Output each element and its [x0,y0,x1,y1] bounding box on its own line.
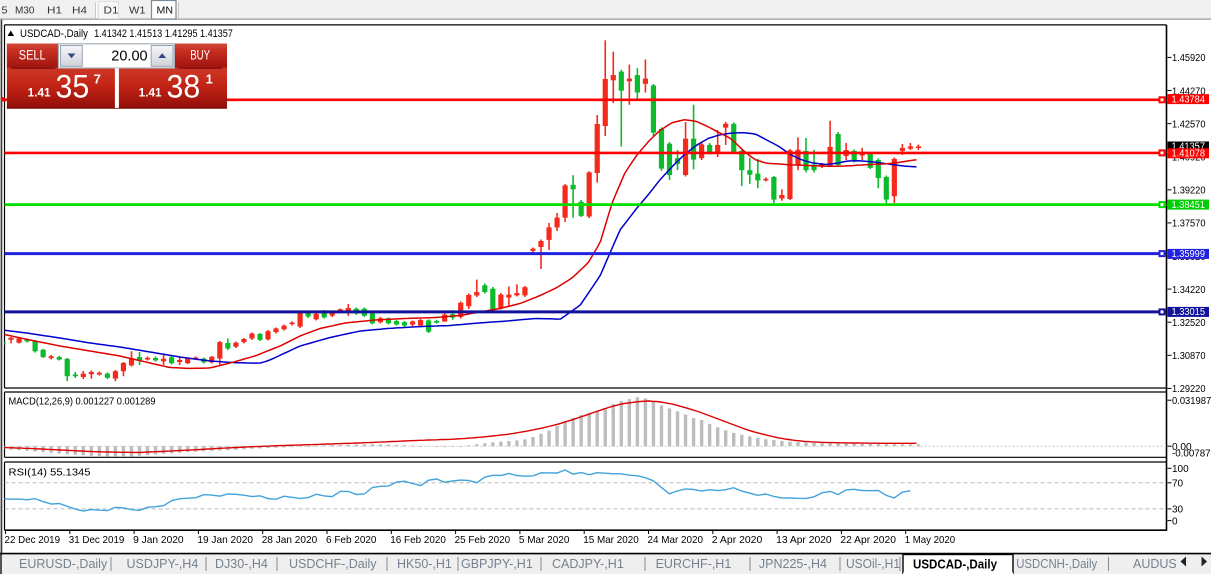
svg-text:6 Feb 2020: 6 Feb 2020 [326,534,377,546]
svg-text:M30: M30 [15,5,35,17]
svg-text:7: 7 [94,72,101,87]
svg-text:1.29220: 1.29220 [1172,384,1206,395]
svg-text:0: 0 [1172,516,1178,527]
svg-text:22 Dec 2019: 22 Dec 2019 [5,534,61,546]
svg-text:1.34220: 1.34220 [1172,285,1206,296]
svg-text:GBPJPY-,H1: GBPJPY-,H1 [461,557,533,571]
svg-text:1.41: 1.41 [139,88,162,100]
svg-text:30: 30 [1172,505,1184,516]
svg-text:5: 5 [2,5,8,17]
svg-text:EURCHF-,H1: EURCHF-,H1 [656,557,732,571]
svg-text:JPN225-,H4: JPN225-,H4 [759,557,827,571]
svg-text:16 Feb 2020: 16 Feb 2020 [390,534,446,546]
svg-text:1: 1 [206,72,213,87]
svg-text:1.39220: 1.39220 [1172,186,1206,197]
svg-text:1.45920: 1.45920 [1172,53,1206,64]
svg-text:AUDUS: AUDUS [1133,557,1177,571]
svg-text:USDCHF-,Daily: USDCHF-,Daily [289,557,377,571]
svg-text:EURUSD-,Daily: EURUSD-,Daily [19,557,108,571]
svg-text:9 Jan 2020: 9 Jan 2020 [133,534,184,546]
svg-text:0.031987: 0.031987 [1172,396,1211,407]
svg-text:15 Mar 2020: 15 Mar 2020 [583,534,639,546]
svg-text:1.44270: 1.44270 [1172,86,1206,97]
svg-text:MN: MN [157,5,174,17]
svg-text:100: 100 [1172,464,1189,475]
svg-text:1.41: 1.41 [28,88,51,100]
svg-text:13 Apr 2020: 13 Apr 2020 [776,534,832,546]
svg-text:19 Jan 2020: 19 Jan 2020 [197,534,253,546]
svg-text:DJ30-,H4: DJ30-,H4 [215,557,268,571]
svg-text:HK50-,H1: HK50-,H1 [397,557,452,571]
svg-text:24 Mar 2020: 24 Mar 2020 [648,534,704,546]
svg-text:SELL: SELL [19,48,46,63]
svg-text:1.41342 1.41513 1.41295 1.4135: 1.41342 1.41513 1.41295 1.41357 [94,28,233,40]
svg-text:RSI(14) 55.1345: RSI(14) 55.1345 [9,468,91,479]
svg-text:W1: W1 [129,5,146,17]
svg-text:D1: D1 [104,5,119,17]
svg-text:25 Feb 2020: 25 Feb 2020 [455,534,511,546]
svg-text:1.33015: 1.33015 [1172,307,1206,318]
svg-text:5 Mar 2020: 5 Mar 2020 [519,534,570,546]
svg-text:28 Jan 2020: 28 Jan 2020 [262,534,318,546]
svg-text:1 May 2020: 1 May 2020 [905,534,956,546]
svg-text:2 Apr 2020: 2 Apr 2020 [712,534,763,546]
svg-text:-0.007879: -0.007879 [1172,449,1211,460]
svg-text:USDCNH-,Daily: USDCNH-,Daily [1016,557,1098,571]
svg-text:31 Dec 2019: 31 Dec 2019 [69,534,125,546]
svg-text:38: 38 [167,69,201,105]
svg-text:0.00: 0.00 [1172,442,1192,453]
svg-text:22 Apr 2020: 22 Apr 2020 [840,534,896,546]
svg-text:35: 35 [56,69,90,105]
svg-text:CADJPY-,H1: CADJPY-,H1 [552,557,624,571]
svg-text:1.42570: 1.42570 [1172,119,1206,130]
svg-text:70: 70 [1172,479,1184,490]
svg-text:1.41357: 1.41357 [1172,142,1206,153]
svg-text:H4: H4 [72,5,87,17]
svg-text:USDCAD-,Daily: USDCAD-,Daily [20,28,88,40]
svg-text:BUY: BUY [190,48,210,63]
svg-text:1.32520: 1.32520 [1172,318,1206,329]
svg-text:USOil-,H1: USOil-,H1 [846,557,900,571]
svg-text:MACD(12,26,9) 0.001227 0.00128: MACD(12,26,9) 0.001227 0.001289 [9,397,156,408]
svg-text:1.35999: 1.35999 [1172,249,1206,260]
svg-text:1.43784: 1.43784 [1172,94,1206,105]
svg-text:1.38451: 1.38451 [1172,200,1206,211]
svg-text:USDCAD-,Daily: USDCAD-,Daily [913,558,997,572]
svg-text:1.41078: 1.41078 [1172,149,1206,160]
svg-text:1.30870: 1.30870 [1172,351,1206,362]
svg-text:H1: H1 [47,5,62,17]
svg-text:20.00: 20.00 [111,49,147,65]
svg-text:1.37570: 1.37570 [1172,219,1206,230]
svg-text:USDJPY-,H4: USDJPY-,H4 [127,557,199,571]
